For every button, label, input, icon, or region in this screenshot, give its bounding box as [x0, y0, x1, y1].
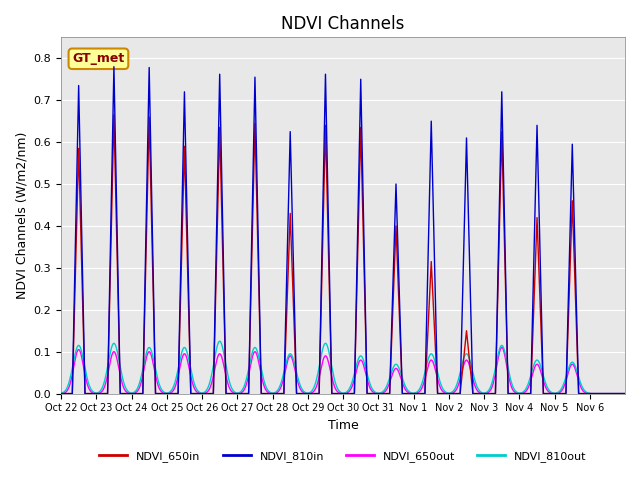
NDVI_810in	[621, 391, 629, 396]
NDVI_650in	[110, 112, 118, 118]
NDVI_650in	[615, 391, 623, 396]
Title: NDVI Channels: NDVI Channels	[282, 15, 404, 33]
NDVI_650out	[415, 389, 423, 395]
NDVI_810in	[465, 241, 473, 247]
NDVI_650out	[615, 391, 623, 396]
NDVI_810out	[216, 338, 223, 344]
NDVI_810out	[465, 355, 473, 361]
NDVI_810out	[501, 350, 509, 356]
NDVI_650in	[501, 267, 509, 273]
NDVI_810out	[621, 391, 629, 396]
NDVI_650in	[57, 391, 65, 396]
NDVI_650in	[535, 268, 543, 274]
X-axis label: Time: Time	[328, 419, 358, 432]
NDVI_810in	[57, 391, 65, 396]
NDVI_810in	[415, 391, 423, 396]
NDVI_650out	[57, 391, 65, 396]
Line: NDVI_810out: NDVI_810out	[61, 341, 625, 394]
NDVI_810out	[173, 373, 180, 379]
NDVI_810out	[615, 391, 623, 396]
NDVI_650out	[465, 361, 473, 367]
NDVI_650in	[173, 391, 180, 396]
NDVI_810out	[586, 391, 594, 396]
NDVI_650in	[465, 354, 473, 360]
Line: NDVI_650out: NDVI_650out	[61, 348, 625, 394]
Line: NDVI_810in: NDVI_810in	[61, 67, 625, 394]
NDVI_810in	[615, 391, 623, 396]
NDVI_810in	[501, 248, 509, 254]
Line: NDVI_650in: NDVI_650in	[61, 115, 625, 394]
NDVI_650out	[621, 391, 629, 396]
NDVI_810out	[535, 359, 543, 365]
Legend: NDVI_650in, NDVI_810in, NDVI_650out, NDVI_810out: NDVI_650in, NDVI_810in, NDVI_650out, NDV…	[95, 446, 591, 467]
Y-axis label: NDVI Channels (W/m2/nm): NDVI Channels (W/m2/nm)	[15, 132, 28, 299]
NDVI_650in	[415, 391, 423, 396]
NDVI_650out	[173, 380, 180, 385]
NDVI_810out	[57, 390, 65, 396]
NDVI_650out	[501, 354, 509, 360]
NDVI_650out	[535, 363, 543, 369]
Text: GT_met: GT_met	[72, 52, 125, 65]
NDVI_650in	[621, 391, 629, 396]
NDVI_810in	[173, 391, 180, 396]
NDVI_650out	[586, 391, 594, 396]
NDVI_810in	[110, 64, 118, 70]
NDVI_810out	[415, 386, 423, 392]
NDVI_650out	[498, 345, 506, 350]
NDVI_810in	[535, 204, 543, 210]
